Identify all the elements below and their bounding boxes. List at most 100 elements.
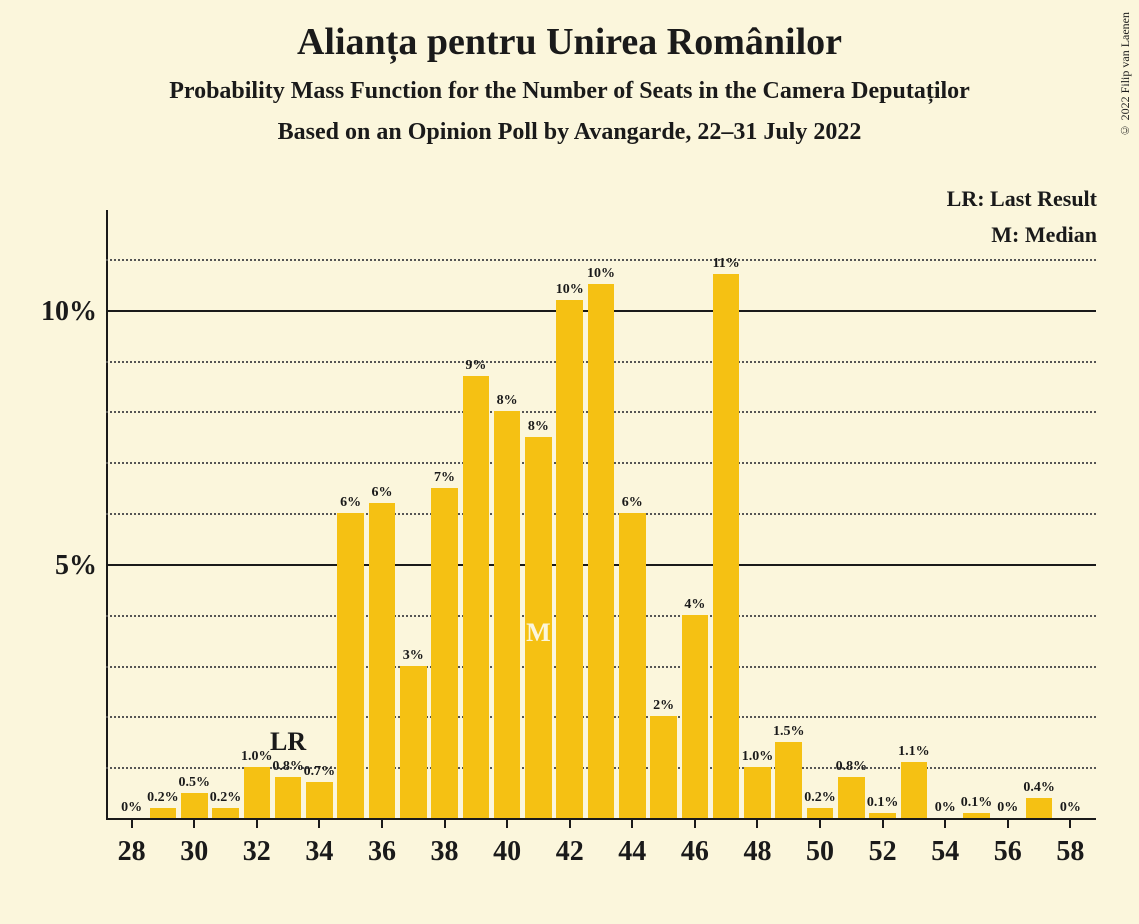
bar-value-label: 0.8%: [836, 759, 868, 775]
bar: [963, 813, 990, 818]
bar: [869, 813, 896, 818]
x-axis-label: 56: [994, 836, 1022, 868]
x-tick: [819, 820, 821, 828]
x-axis-label: 50: [806, 836, 834, 868]
gridline-minor: [106, 259, 1096, 261]
bar: [494, 411, 521, 818]
x-tick: [694, 820, 696, 828]
bar: [400, 666, 427, 819]
x-axis-label: 46: [681, 836, 709, 868]
x-axis-label: 36: [368, 836, 396, 868]
x-tick: [444, 820, 446, 828]
bar: [1026, 798, 1053, 818]
x-tick: [882, 820, 884, 828]
bar: [682, 615, 709, 818]
bar: [306, 782, 333, 818]
x-axis-label: 38: [431, 836, 459, 868]
bar: [807, 808, 834, 818]
bar: [212, 808, 239, 818]
x-tick: [756, 820, 758, 828]
x-tick: [1069, 820, 1071, 828]
bar-value-label: 1.1%: [898, 744, 930, 760]
x-axis-label: 54: [931, 836, 959, 868]
bar-value-label: 4%: [684, 597, 705, 613]
chart-subtitle: Probability Mass Function for the Number…: [0, 78, 1139, 105]
bar-value-label: 0%: [997, 800, 1018, 816]
bar: [275, 777, 302, 818]
bar: [588, 284, 615, 818]
bar-value-label: 1.0%: [241, 749, 273, 765]
bar-value-label: 6%: [622, 495, 643, 511]
bar: [556, 300, 583, 819]
x-axis-label: 44: [618, 836, 646, 868]
bar: [337, 513, 364, 818]
bar: [431, 488, 458, 818]
bar: [181, 793, 208, 818]
bar-value-label: 1.5%: [773, 724, 805, 740]
chart-title: Alianța pentru Unirea Românilor: [0, 0, 1139, 64]
x-tick: [506, 820, 508, 828]
bar: [244, 767, 271, 818]
bar: [775, 742, 802, 818]
bar-value-label: 10%: [587, 266, 615, 282]
x-tick: [381, 820, 383, 828]
bar: [901, 762, 928, 818]
bar: [369, 503, 396, 818]
x-tick: [256, 820, 258, 828]
bar-value-label: 11%: [713, 256, 740, 272]
bar-value-label: 0%: [1060, 800, 1081, 816]
y-axis-label: 10%: [41, 296, 97, 328]
marker-lr: LR: [270, 727, 306, 757]
x-tick: [131, 820, 133, 828]
bar-value-label: 0.1%: [867, 795, 899, 811]
legend-lr: LR: Last Result: [947, 186, 1097, 212]
bar-value-label: 0.2%: [804, 790, 836, 806]
x-tick: [318, 820, 320, 828]
x-axis-line: [106, 818, 1096, 820]
bar-value-label: 0.5%: [178, 775, 210, 791]
bar-value-label: 6%: [340, 495, 361, 511]
x-tick: [631, 820, 633, 828]
x-axis-label: 40: [493, 836, 521, 868]
bar-value-label: 3%: [403, 648, 424, 664]
bar: [838, 777, 865, 818]
marker-median: M: [526, 618, 551, 648]
bar: [619, 513, 646, 818]
bar-value-label: 0.7%: [304, 764, 336, 780]
bar: [650, 716, 677, 818]
chart-subtitle2: Based on an Opinion Poll by Avangarde, 2…: [0, 119, 1139, 146]
y-axis-line: [106, 210, 108, 820]
x-tick: [944, 820, 946, 828]
x-axis-label: 52: [869, 836, 897, 868]
bar-value-label: 10%: [556, 282, 584, 298]
x-axis-label: 58: [1056, 836, 1084, 868]
chart-container: Alianța pentru Unirea Românilor Probabil…: [0, 0, 1139, 924]
bar-value-label: 0.1%: [961, 795, 993, 811]
bar-value-label: 2%: [653, 698, 674, 714]
x-axis-label: 32: [243, 836, 271, 868]
bar-value-label: 6%: [371, 485, 392, 501]
bar: [713, 274, 740, 818]
x-axis-label: 48: [743, 836, 771, 868]
x-axis-label: 30: [180, 836, 208, 868]
x-axis-label: 34: [305, 836, 333, 868]
x-tick: [569, 820, 571, 828]
bar: [744, 767, 771, 818]
bar: [150, 808, 177, 818]
x-axis-label: 42: [556, 836, 584, 868]
y-axis-label: 5%: [55, 550, 97, 582]
bar-value-label: 0.2%: [210, 790, 242, 806]
bar-value-label: 7%: [434, 470, 455, 486]
bar-value-label: 0.8%: [272, 759, 304, 775]
bar-value-label: 0.4%: [1023, 780, 1055, 796]
bar: [463, 376, 490, 818]
bar-value-label: 0.2%: [147, 790, 179, 806]
copyright-text: © 2022 Filip van Laenen: [1118, 12, 1133, 137]
x-tick: [1007, 820, 1009, 828]
bar-value-label: 8%: [497, 393, 518, 409]
x-axis-label: 28: [118, 836, 146, 868]
bar-value-label: 0%: [935, 800, 956, 816]
bar-value-label: 1.0%: [742, 749, 774, 765]
bar-value-label: 8%: [528, 419, 549, 435]
bar-value-label: 0%: [121, 800, 142, 816]
